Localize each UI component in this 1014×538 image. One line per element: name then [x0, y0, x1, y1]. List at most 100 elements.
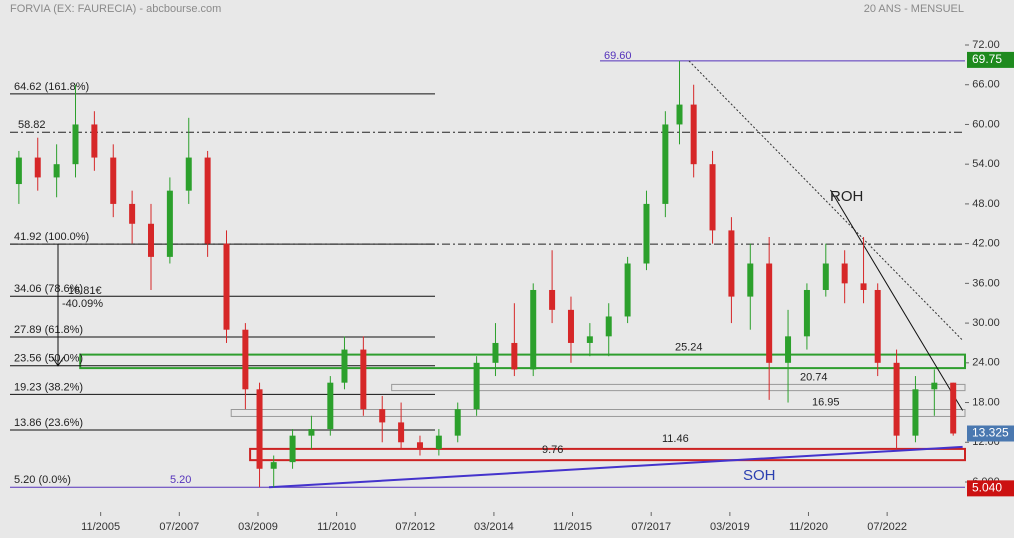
x-tick-label: 07/2007: [159, 521, 199, 533]
fib-label: 64.62 (161.8%): [14, 81, 89, 93]
candle-body: [473, 362, 480, 410]
candle-body: [860, 283, 867, 290]
candle-body: [110, 157, 117, 204]
candle-body: [53, 164, 60, 178]
candle-body: [766, 263, 773, 363]
candle-body: [567, 309, 574, 343]
zone: [79, 353, 967, 370]
candle-body: [341, 349, 348, 383]
chart-title: FORVIA (EX: FAURECIA) - abcbourse.com: [10, 3, 221, 15]
level-label: 9.76: [542, 444, 563, 456]
move-percent: -40.09%: [62, 298, 103, 310]
candle-body: [242, 329, 249, 390]
dashdot-label: 58.82: [18, 119, 46, 131]
candle-body: [785, 336, 792, 363]
high-label: 69.60: [604, 50, 632, 62]
x-tick-label: 07/2012: [395, 521, 435, 533]
move-amount: 16.81€: [68, 285, 102, 297]
level-label: 16.95: [812, 396, 840, 408]
candle-body: [308, 429, 315, 436]
fib-label: 23.56 (50.0%): [14, 353, 83, 365]
x-tick-label: 03/2009: [238, 521, 278, 533]
price-tag-label: 13.325: [972, 426, 1009, 440]
candle-body: [34, 157, 41, 178]
candle-body: [624, 263, 631, 317]
candle-body: [398, 422, 405, 443]
y-tick-label: 66.00: [972, 79, 1000, 91]
candle-body: [289, 435, 296, 463]
candle-body: [223, 243, 230, 330]
candle-body: [379, 409, 386, 423]
y-tick-label: 54.00: [972, 158, 1000, 170]
price-tag: [967, 480, 1014, 497]
fib-label: 13.86 (23.6%): [14, 417, 83, 429]
price-tag: [967, 425, 1014, 442]
level-label: 25.24: [675, 342, 703, 354]
price-tag-label: 69.75: [972, 52, 1002, 66]
candle-body: [166, 190, 173, 257]
candle-body: [129, 203, 136, 224]
candle-body: [204, 157, 211, 244]
y-tick-label: 36.00: [972, 277, 1000, 289]
y-tick-label: 30.00: [972, 317, 1000, 329]
candle-body: [91, 124, 98, 158]
candle-body: [511, 342, 518, 370]
x-tick-label: 03/2019: [710, 521, 750, 533]
candle-body: [874, 289, 881, 363]
candle-body: [549, 289, 556, 310]
candle-body: [148, 223, 155, 257]
candle-body: [15, 157, 22, 185]
candle-body: [530, 289, 537, 370]
level-label: 11.46: [662, 433, 689, 445]
support-label: SOH: [743, 467, 776, 484]
fib-label: 27.89 (61.8%): [14, 324, 83, 336]
candle-body: [416, 442, 423, 449]
dotted-trend: [688, 60, 963, 341]
candle-body: [586, 336, 593, 343]
candle-body: [605, 316, 612, 337]
candle-body: [360, 349, 367, 410]
price-tag: [967, 51, 1014, 68]
candle-body: [327, 382, 334, 430]
candle-body: [72, 124, 79, 165]
x-tick-label: 11/2005: [81, 521, 120, 533]
y-tick-label: 18.00: [972, 396, 1000, 408]
y-tick-label: 60.00: [972, 118, 1000, 130]
candle-body: [893, 362, 900, 436]
level-label: 20.74: [800, 371, 828, 383]
x-tick-label: 11/2020: [789, 521, 828, 533]
fib-label: 41.92 (100.0%): [14, 231, 89, 243]
candle-body: [728, 230, 735, 297]
y-tick-label: 24.00: [972, 357, 1000, 369]
candle-body: [822, 263, 829, 290]
y-tick-label: 42.00: [972, 238, 1000, 250]
candle-body: [690, 104, 697, 165]
y-tick-label: 48.00: [972, 198, 1000, 210]
resistance-label: ROH: [830, 188, 863, 205]
price-tag-label: 5.040: [972, 481, 1002, 495]
candle-body: [803, 289, 810, 337]
x-tick-label: 07/2022: [867, 521, 907, 533]
candle-body: [950, 382, 957, 434]
support-line: [268, 445, 963, 489]
candle-body: [912, 389, 919, 436]
candle-body: [931, 382, 938, 390]
candle-body: [435, 435, 442, 449]
x-tick-label: 11/2010: [317, 521, 356, 533]
candle-body: [185, 157, 192, 191]
candle-body: [662, 124, 669, 204]
candle-body: [676, 104, 683, 125]
chart-subtitle: 20 ANS - MENSUEL: [864, 3, 964, 15]
arrow-head: [51, 356, 65, 367]
candle-body: [841, 263, 848, 284]
candle-body: [747, 263, 754, 297]
candle-body: [454, 409, 461, 436]
y-tick-label: 72.00: [972, 39, 1000, 51]
candle-body: [643, 203, 650, 264]
candle-body: [492, 342, 499, 363]
fib-label: 19.23 (38.2%): [14, 381, 83, 393]
resistance-line: [830, 189, 964, 411]
zone: [230, 408, 966, 417]
